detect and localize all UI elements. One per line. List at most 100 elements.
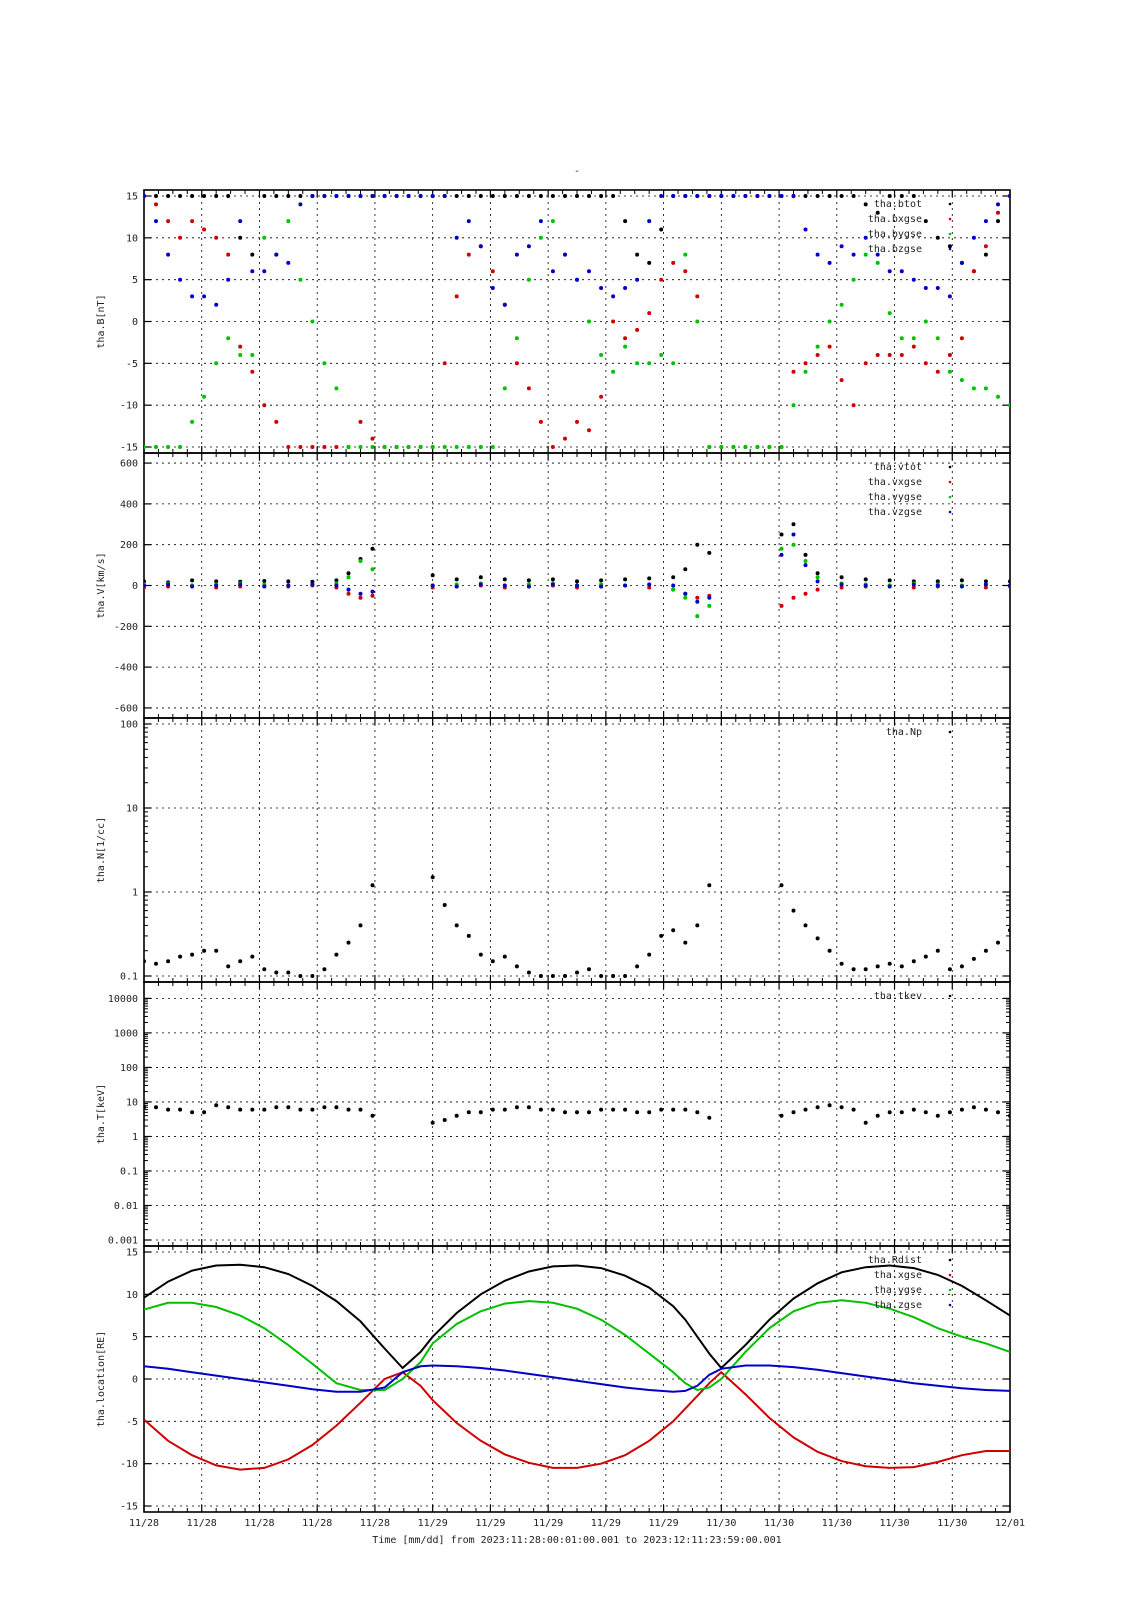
y-tick-label: 400 — [120, 499, 138, 510]
data-point — [863, 967, 868, 972]
data-point — [911, 194, 916, 198]
data-point — [959, 964, 964, 969]
data-point — [875, 252, 880, 257]
data-point — [599, 974, 604, 978]
data-point — [827, 948, 832, 953]
data-point — [983, 579, 988, 584]
data-point — [144, 445, 146, 449]
data-point — [695, 542, 700, 547]
data-point — [238, 1107, 243, 1112]
data-point — [947, 244, 952, 249]
data-point — [827, 319, 832, 324]
data-point — [803, 227, 808, 232]
data-point — [935, 1113, 940, 1118]
series-line-2 — [144, 1299, 1010, 1392]
y-tick-label: -10 — [120, 1459, 138, 1470]
data-point — [827, 194, 832, 198]
data-point — [959, 1107, 964, 1112]
data-point — [815, 575, 820, 580]
data-point — [923, 1110, 928, 1115]
data-point — [599, 394, 604, 399]
data-point — [671, 194, 676, 198]
data-point — [262, 269, 267, 274]
data-point — [178, 277, 183, 282]
data-point — [935, 235, 940, 240]
data-point — [683, 591, 688, 596]
data-point — [238, 582, 243, 587]
data-point — [442, 445, 447, 449]
data-point — [599, 1107, 604, 1112]
data-point — [370, 445, 375, 449]
data-point — [899, 336, 904, 341]
data-point — [454, 1113, 459, 1118]
data-point — [959, 336, 964, 341]
data-point — [983, 244, 988, 249]
data-point — [526, 578, 531, 583]
y-tick-label: -15 — [120, 1502, 138, 1513]
data-point — [611, 1107, 616, 1112]
data-point — [659, 353, 664, 357]
x-tick-label: 11/30 — [706, 1518, 736, 1529]
data-point — [334, 583, 339, 588]
data-point — [238, 344, 243, 349]
data-point — [514, 252, 519, 257]
data-point — [996, 202, 1000, 207]
data-point — [839, 585, 844, 590]
data-point — [887, 578, 892, 583]
data-point — [707, 194, 712, 198]
data-point — [1008, 403, 1010, 408]
data-point — [683, 269, 688, 274]
data-point — [322, 194, 327, 198]
data-point — [875, 210, 880, 215]
data-point — [779, 546, 784, 551]
data-point — [875, 353, 880, 357]
x-tick-label: 11/28 — [360, 1518, 390, 1529]
data-point — [575, 583, 579, 588]
data-point — [334, 445, 339, 449]
data-point — [478, 194, 483, 198]
data-point — [947, 967, 952, 972]
legend-marker — [948, 730, 952, 734]
legend-label: tha.vtot — [874, 462, 922, 473]
data-point — [647, 311, 652, 316]
data-point — [346, 571, 351, 576]
data-point — [406, 194, 411, 198]
data-point — [442, 361, 447, 366]
data-point — [899, 269, 904, 274]
data-point — [935, 948, 940, 953]
data-point — [707, 603, 712, 608]
data-point — [178, 235, 183, 240]
data-point — [550, 974, 555, 978]
data-point — [466, 219, 471, 224]
data-point — [190, 294, 195, 299]
series-line-0 — [144, 1263, 1010, 1370]
data-point — [262, 1107, 267, 1112]
data-point — [202, 394, 207, 399]
data-point — [935, 369, 940, 374]
data-point — [202, 227, 207, 232]
panel-3: 0.001 0.01 0.1 1 10 100 1000 10000 tha.T[keV] tha… — [96, 981, 1011, 1247]
x-tick-label: 11/30 — [764, 1518, 794, 1529]
data-point — [863, 202, 868, 207]
data-point — [683, 1107, 688, 1112]
data-point — [791, 522, 796, 527]
data-point — [659, 277, 664, 282]
data-point — [550, 219, 555, 224]
data-point — [334, 952, 339, 957]
data-point — [202, 294, 207, 299]
data-point — [346, 575, 351, 580]
data-point — [502, 194, 507, 198]
data-point — [214, 302, 219, 307]
data-point — [190, 194, 195, 198]
data-point — [166, 252, 171, 257]
data-point — [394, 445, 399, 449]
data-point — [190, 584, 195, 589]
data-point — [358, 923, 363, 928]
data-point — [647, 219, 652, 224]
panels: -15-10-5051015tha.B[nT]tha.btottha.bxgse… — [96, 189, 1011, 1513]
y-axis-label: tha.V[km/s] — [96, 552, 107, 618]
data-point — [996, 219, 1000, 224]
data-point — [935, 286, 940, 290]
data-point — [671, 928, 676, 933]
data-point — [370, 589, 375, 594]
